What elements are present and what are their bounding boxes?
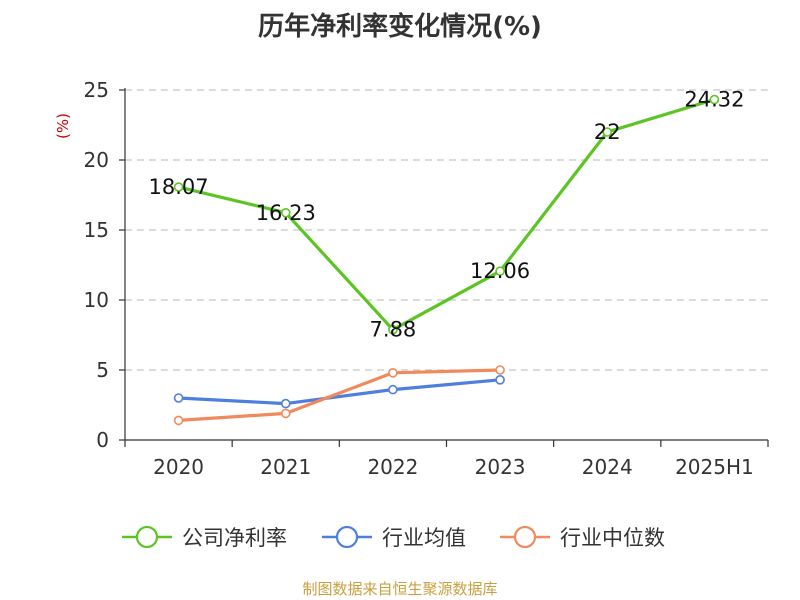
series-point-0 <box>280 207 291 218</box>
y-tick-label: 10 <box>84 288 109 312</box>
data-label: 18.07 <box>149 175 209 199</box>
legend-marker-1 <box>335 525 359 549</box>
y-tick-label: 5 <box>96 358 109 382</box>
data-label: 16.23 <box>256 201 316 225</box>
series-point-1 <box>173 393 184 403</box>
legend: 公司净利率 行业均值 行业中位数 <box>122 525 665 550</box>
series-line-0 <box>178 97 715 332</box>
gridlines <box>125 89 768 371</box>
y-tick-label: 20 <box>84 148 109 172</box>
y-axis-unit-label: (%) <box>54 113 72 139</box>
legend-label: 行业均值 <box>382 526 466 550</box>
x-tick-label: 2021 <box>260 455 311 479</box>
data-source-note: 制图数据来自恒生聚源数据库 <box>302 580 498 598</box>
data-label: 22 <box>594 120 621 144</box>
x-tick-label: 2020 <box>153 455 204 479</box>
data-labels: 18.07 16.23 7.88 12.06 22 24.32 <box>149 88 745 342</box>
x-tick-label: 2024 <box>582 455 633 479</box>
series-point-2 <box>173 415 184 426</box>
legend-label: 行业中位数 <box>560 526 665 550</box>
series-point-0 <box>602 127 613 137</box>
series-point-1 <box>388 384 398 395</box>
series-point-1 <box>280 398 291 409</box>
series <box>173 94 720 426</box>
y-tick-label: 25 <box>84 78 109 102</box>
data-label: 12.06 <box>470 259 530 283</box>
data-label: 7.88 <box>370 318 417 342</box>
chart-title: 历年净利率变化情况(%) <box>258 12 542 42</box>
y-tick-label: 0 <box>96 428 109 452</box>
series-line-1 <box>178 378 501 406</box>
y-tick-label: 15 <box>84 218 109 242</box>
series-point-1 <box>495 374 505 385</box>
series-point-0 <box>709 94 720 105</box>
x-tick-label: 2022 <box>367 455 418 479</box>
axes: 0 5 10 15 20 25 2020 2021 2022 2023 2024 2025H1 (%) <box>54 78 769 479</box>
legend-marker-0 <box>135 525 159 549</box>
x-tick-label: 2023 <box>475 455 526 479</box>
series-point-2 <box>388 367 398 378</box>
series-line-2 <box>178 368 501 422</box>
legend-label: 公司净利率 <box>182 526 287 550</box>
series-point-2 <box>280 408 291 419</box>
series-point-0 <box>388 324 398 335</box>
series-point-0 <box>173 182 184 192</box>
x-tick-label: 2025H1 <box>675 455 754 479</box>
series-point-2 <box>495 365 505 375</box>
legend-marker-2 <box>513 525 537 549</box>
series-point-0 <box>495 266 505 276</box>
data-label: 24.32 <box>684 88 744 112</box>
